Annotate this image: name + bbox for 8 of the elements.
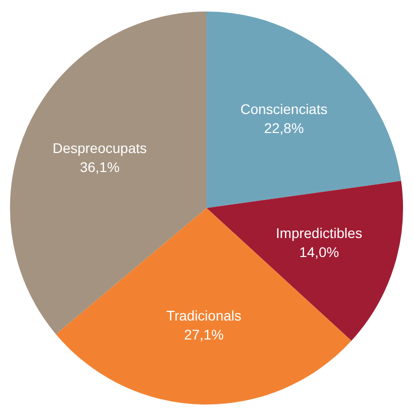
slice-label: Despreocupats (52, 140, 147, 156)
slice-label: Impredictibles (276, 224, 362, 241)
data-label: 14,0% (299, 244, 339, 260)
data-label: 36,1% (80, 158, 120, 175)
slice-label: Tradicionals (166, 308, 242, 324)
data-label: 22,8% (264, 120, 304, 136)
data-label: 27,1% (184, 326, 224, 343)
slice-label: Conscienciats (240, 100, 328, 117)
